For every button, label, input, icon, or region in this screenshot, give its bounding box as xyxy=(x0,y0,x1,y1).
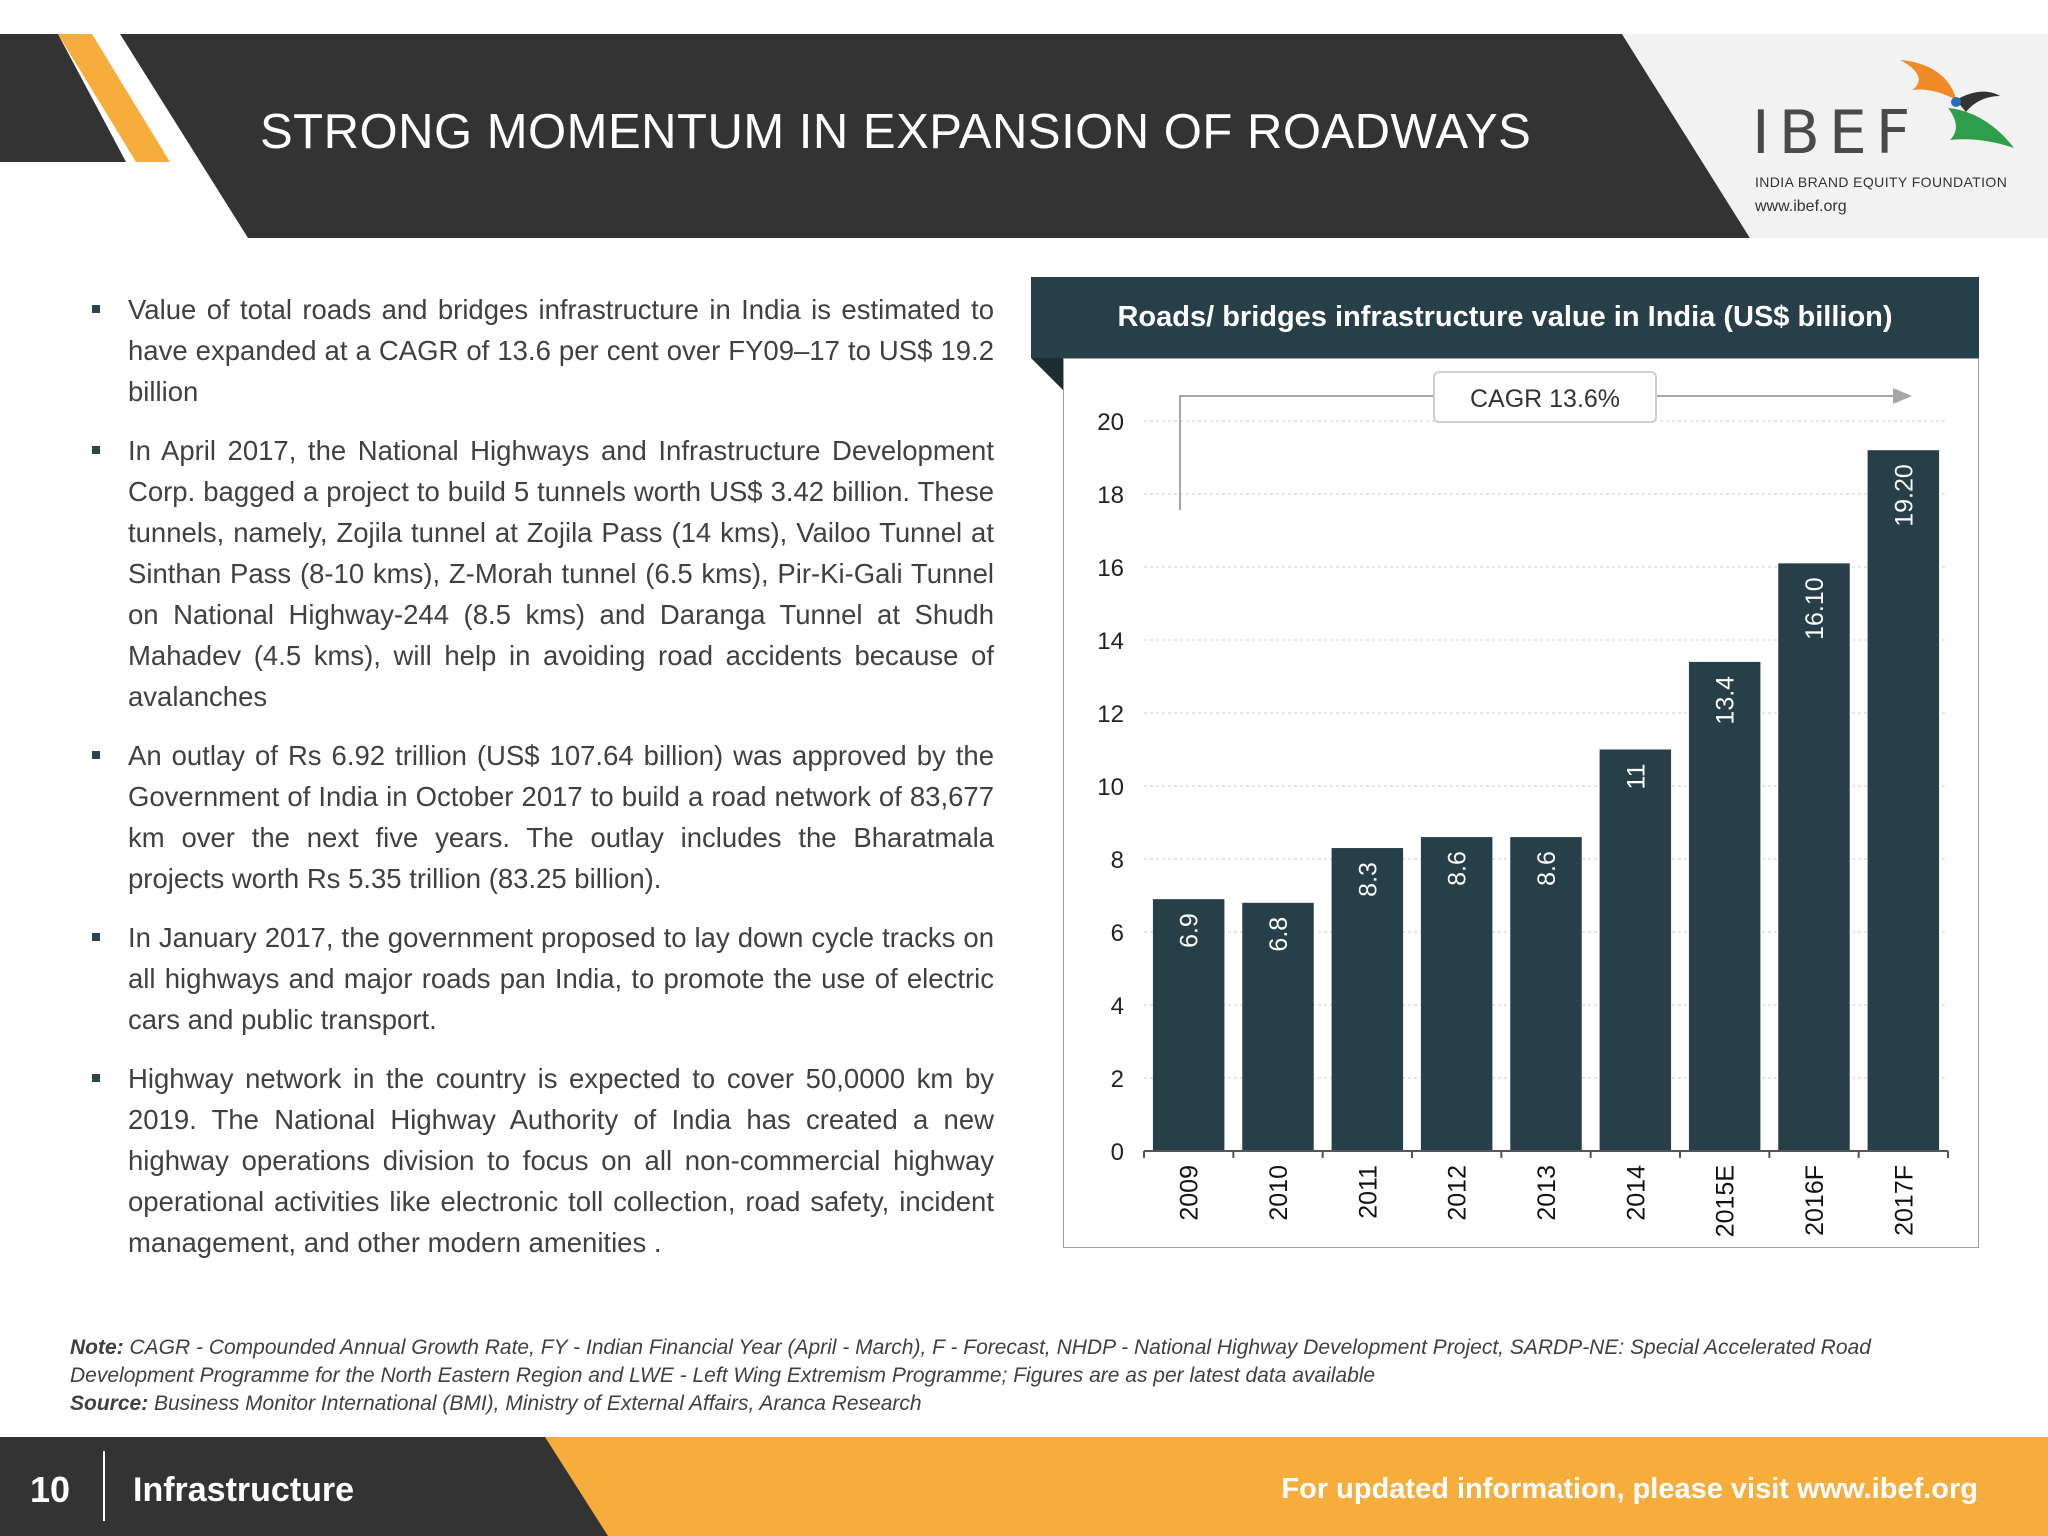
bullet-item: Highway network in the country is expect… xyxy=(88,1058,994,1263)
bullet-item: Value of total roads and bridges infrast… xyxy=(88,289,994,412)
chart-title-bar xyxy=(1031,277,1979,358)
bullet-text: Value of total roads and bridges infrast… xyxy=(128,294,994,407)
bullet-square-icon xyxy=(92,751,100,759)
bird-logo-icon xyxy=(1900,60,2014,148)
footer-background xyxy=(0,1437,2048,1536)
bullet-item: In April 2017, the National Highways and… xyxy=(88,430,994,717)
bullet-item: In January 2017, the government proposed… xyxy=(88,917,994,1040)
bullet-square-icon xyxy=(92,305,100,313)
bullet-item: An outlay of Rs 6.92 trillion (US$ 107.6… xyxy=(88,735,994,899)
note-text: CAGR - Compounded Annual Growth Rate, FY… xyxy=(70,1336,1871,1387)
page-number: 10 xyxy=(30,1469,71,1510)
bullet-square-icon xyxy=(92,1074,100,1082)
note-label: Note: xyxy=(70,1336,124,1359)
source-text: Business Monitor International (BMI), Mi… xyxy=(148,1392,922,1415)
logo-url[interactable]: www.ibef.org xyxy=(1755,198,1847,215)
chart-title-fold xyxy=(1031,358,1063,390)
bullet-text: In January 2017, the government proposed… xyxy=(128,922,994,1035)
chart-frame xyxy=(1063,358,1979,1248)
header-background xyxy=(0,34,2048,238)
source-label: Source: xyxy=(70,1392,149,1415)
bullet-text: In April 2017, the National Highways and… xyxy=(128,435,994,712)
note-line: Note: CAGR - Compounded Annual Growth Ra… xyxy=(70,1334,1990,1390)
bullet-square-icon xyxy=(92,446,100,454)
chart-title: Roads/ bridges infrastructure value in I… xyxy=(1117,301,1893,333)
logo-subtitle: INDIA BRAND EQUITY FOUNDATION xyxy=(1755,174,2008,190)
notes-block: Note: CAGR - Compounded Annual Growth Ra… xyxy=(70,1334,1990,1418)
source-line: Source: Business Monitor International (… xyxy=(70,1390,1990,1418)
bullet-list: Value of total roads and bridges infrast… xyxy=(88,289,994,1281)
page-title: STRONG MOMENTUM IN EXPANSION OF ROADWAYS xyxy=(260,105,1532,159)
bullet-text: Highway network in the country is expect… xyxy=(128,1063,994,1258)
footer-link[interactable]: For updated information, please visit ww… xyxy=(1281,1473,1978,1505)
bullet-text: An outlay of Rs 6.92 trillion (US$ 107.6… xyxy=(128,740,994,894)
bullet-square-icon xyxy=(92,933,100,941)
logo-wordmark: IBEF xyxy=(1752,98,1920,168)
section-name: Infrastructure xyxy=(133,1471,355,1509)
